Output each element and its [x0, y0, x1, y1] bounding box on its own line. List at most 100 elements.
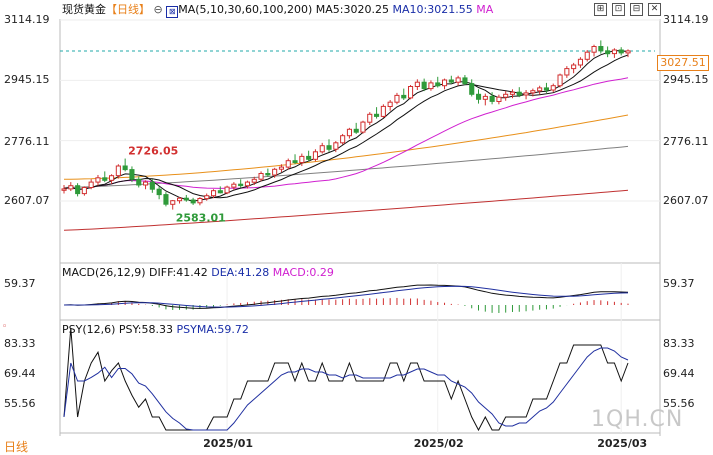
candle-body: [340, 135, 346, 144]
candle-body: [516, 91, 522, 96]
candle-body: [61, 188, 67, 191]
candle-body: [115, 165, 121, 177]
date-grid: [226, 263, 622, 433]
candle-body: [476, 93, 482, 100]
ma30-line: [63, 77, 629, 190]
candle-body: [442, 79, 448, 87]
candle-body: [129, 169, 135, 180]
candle-body: [217, 190, 223, 194]
candle-body: [543, 87, 550, 91]
settings-icon[interactable]: ⊖: [153, 3, 163, 16]
candle-body: [149, 181, 155, 190]
candle-body: [197, 198, 203, 204]
candle-body: [618, 49, 624, 54]
period-tab[interactable]: 日线: [4, 440, 29, 454]
macd-panel: [63, 284, 629, 313]
ma10-line: [63, 54, 629, 199]
zoom-icon[interactable]: ⊞: [594, 3, 607, 16]
candle-body: [469, 83, 475, 95]
candle-body: [211, 190, 217, 197]
candle-body: [523, 92, 529, 96]
ma5-value: MA5:3020.25: [315, 3, 389, 16]
main-header: 现货黄金【日线】 ⊖ ⊠ MA(5,10,30,60,100,200) MA5:3…: [62, 3, 493, 18]
psy-tick-left: 69.44: [4, 367, 36, 380]
candle-body: [333, 142, 339, 150]
candle-body: [462, 77, 468, 85]
candle-body: [204, 195, 210, 200]
macd-value: MACD:0.29: [272, 266, 334, 279]
candlestick-series: [61, 40, 631, 210]
candle-body: [177, 197, 183, 202]
candle-body: [625, 50, 631, 54]
candle-body: [231, 183, 237, 188]
candle-body: [353, 128, 359, 133]
candle-body: [387, 101, 393, 107]
macd-title: MACD(26,12,9): [62, 266, 146, 279]
macd-tick-right: 59.37: [663, 277, 695, 290]
y-tick-right: 3114.19: [663, 13, 709, 26]
watermark: 1QH.CN: [591, 407, 684, 432]
candle-body: [156, 188, 162, 196]
panel-marker-icon: ◦: [2, 322, 8, 332]
candle-body: [414, 81, 420, 87]
psy-header: PSY(12,6) PSY:58.33 PSYMA:59.72: [62, 323, 249, 337]
ma100-line: [63, 145, 629, 188]
candle-body: [584, 51, 590, 60]
y-tick-right: 2945.15: [663, 73, 709, 86]
candle-body: [319, 145, 325, 153]
main-grid: [60, 19, 660, 202]
candle-body: [143, 181, 149, 186]
macd-diff: DIFF:41.42: [149, 266, 208, 279]
x-date-label: 2025/03: [597, 437, 648, 450]
candle-body: [285, 160, 291, 168]
candle-body: [292, 160, 298, 163]
candle-body: [530, 90, 536, 94]
candle-body: [88, 181, 94, 189]
candle-body: [509, 91, 515, 95]
psy-tick-right: 55.56: [663, 397, 695, 410]
psy-value: PSY:58.33: [118, 323, 173, 336]
grid-icon[interactable]: ⊡: [612, 3, 625, 16]
candle-body: [577, 58, 584, 66]
psyma-line: [63, 347, 629, 431]
candle-body: [489, 95, 495, 102]
candle-body: [496, 96, 502, 102]
candle-body: [571, 64, 577, 70]
candle-body: [75, 185, 81, 195]
macd-diff-line: [63, 284, 629, 309]
candle-body: [448, 79, 454, 83]
candle-body: [183, 197, 189, 201]
candle-body: [278, 166, 284, 170]
candle-body: [224, 186, 230, 194]
candle-body: [122, 165, 128, 171]
ma200-line: [63, 189, 629, 231]
close-icon[interactable]: ✕: [648, 3, 661, 16]
period-label[interactable]: 【日线】: [106, 3, 150, 16]
candle-body: [455, 77, 461, 83]
candle-body: [408, 86, 414, 99]
candle-body: [163, 194, 169, 205]
candle-body: [605, 50, 611, 55]
ma-indicator-icon[interactable]: ⊠: [166, 6, 179, 18]
y-tick-left: 2776.11: [4, 135, 50, 148]
candle-body: [81, 187, 87, 195]
candle-body: [482, 95, 488, 100]
candle-body: [401, 94, 407, 99]
candle-body: [95, 177, 101, 183]
candle-body: [550, 85, 556, 91]
psy-tick-left: 55.56: [4, 397, 36, 410]
psy-tick-right: 83.33: [663, 337, 695, 350]
candle-body: [428, 82, 434, 90]
candle-body: [258, 173, 264, 180]
candle-body: [299, 155, 305, 163]
ma60-line: [63, 114, 629, 180]
candle-body: [367, 113, 373, 123]
instrument-name: 现货黄金: [62, 3, 106, 16]
psyma-value: PSYMA:59.72: [176, 323, 249, 336]
candle-body: [190, 199, 196, 204]
settings-icon[interactable]: ⊟: [630, 3, 643, 16]
candle-body: [109, 175, 115, 181]
ma-more: MA: [476, 3, 494, 16]
